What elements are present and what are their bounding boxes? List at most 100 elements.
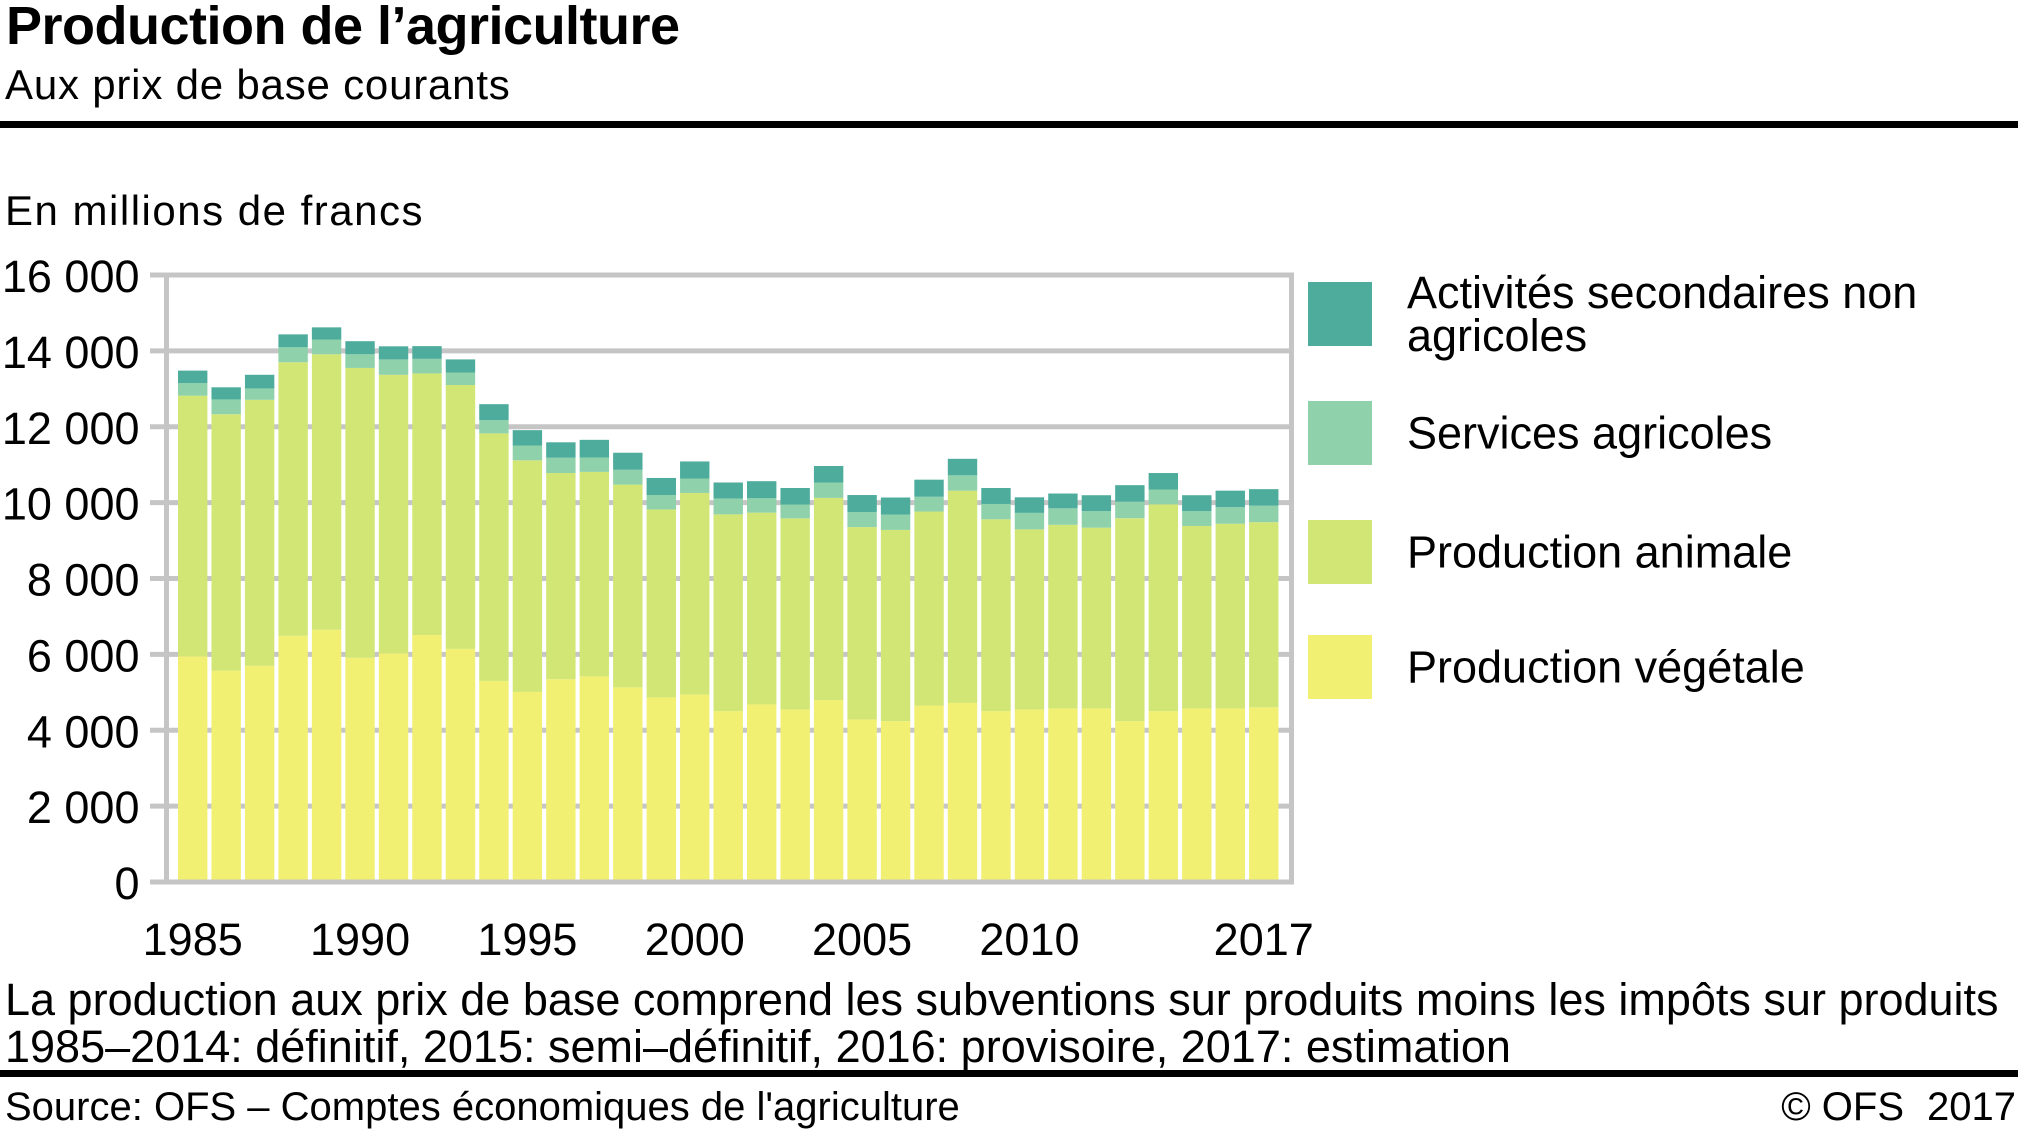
y-tick-label-4000: 4 000 — [27, 706, 140, 757]
bar-segment-1999-3 — [646, 495, 676, 510]
bar-segment-1996-1 — [546, 679, 576, 882]
bar-segment-2016-4 — [1215, 490, 1245, 508]
y-tick-label-6000: 6 000 — [27, 630, 140, 681]
bar-segment-2013-1 — [1115, 721, 1145, 882]
bar-segment-1990-4 — [345, 341, 375, 355]
bar-segment-2007-1 — [914, 705, 944, 882]
bar-segment-1989-4 — [311, 327, 342, 340]
bar-segment-2002-1 — [746, 704, 777, 882]
bar-segment-2016-1 — [1215, 708, 1245, 882]
bar-segment-1997-2 — [579, 471, 610, 677]
bar-segment-2011-3 — [1048, 508, 1078, 525]
bar-segment-1998-4 — [613, 452, 643, 470]
bar-segment-2001-1 — [713, 711, 743, 882]
copyright-year: 2017 — [1927, 1085, 2016, 1129]
bar-segment-1994-1 — [479, 680, 509, 882]
bar-segment-2003-1 — [780, 709, 810, 882]
bar-segment-2007-2 — [914, 511, 944, 706]
bar-segment-2005-2 — [847, 527, 877, 720]
bar-segment-1987-3 — [244, 388, 275, 400]
bar-segment-1990-3 — [345, 354, 375, 368]
bar-segment-1989-2 — [311, 354, 342, 630]
bar-segment-1989-3 — [311, 339, 342, 355]
bar-segment-2008-1 — [947, 702, 978, 882]
bar-segment-2014-4 — [1148, 473, 1179, 490]
bar-segment-1998-2 — [613, 484, 643, 688]
bar-segment-1991-1 — [378, 653, 409, 882]
y-tick-label-0: 0 — [114, 858, 139, 909]
bar-segment-2006-2 — [880, 529, 911, 722]
bar-segment-2013-3 — [1115, 501, 1145, 519]
bar-segment-1996-2 — [546, 473, 576, 680]
bar-segment-1988-3 — [278, 347, 308, 363]
bar-segment-2000-2 — [680, 492, 710, 695]
bar-segment-2014-3 — [1148, 489, 1179, 505]
bar-segment-1986-1 — [211, 670, 241, 882]
bar-segment-2009-2 — [981, 519, 1011, 712]
bar-segment-1993-3 — [445, 372, 476, 386]
bar-segment-1991-3 — [378, 359, 409, 375]
bar-segment-1992-3 — [412, 358, 442, 374]
bar-segment-2002-2 — [746, 512, 777, 705]
bar-segment-1993-1 — [445, 648, 476, 882]
bar-segment-2005-1 — [847, 719, 877, 882]
bar-segment-1990-2 — [345, 367, 375, 658]
bar-segment-1991-2 — [378, 374, 409, 654]
x-tick-label-1990: 1990 — [310, 914, 410, 965]
bar-segment-1996-3 — [546, 457, 576, 474]
bar-segment-2005-3 — [847, 512, 877, 528]
bar-segment-2017-1 — [1249, 707, 1279, 882]
bar-segment-2012-2 — [1081, 527, 1112, 709]
bar-segment-2000-1 — [680, 694, 710, 882]
bar-segment-2011-1 — [1048, 708, 1078, 882]
bar-segment-2004-4 — [813, 466, 844, 483]
bar-segment-2013-2 — [1115, 518, 1145, 722]
bar-segment-1993-4 — [445, 359, 476, 373]
bar-segment-2004-2 — [813, 497, 844, 701]
x-tick-label-2010: 2010 — [979, 914, 1079, 965]
bar-segment-1991-4 — [378, 346, 409, 360]
bar-segment-2010-4 — [1014, 497, 1045, 513]
footer-rule — [0, 1070, 2018, 1077]
x-tick-label-1995: 1995 — [477, 914, 577, 965]
bar-segment-1987-4 — [244, 374, 275, 389]
bar-segment-2016-2 — [1215, 523, 1245, 709]
header-rule — [0, 121, 2018, 128]
y-tick-label-16000: 16 000 — [2, 251, 140, 302]
bar-segment-1995-4 — [512, 430, 543, 446]
x-tick-label-2017: 2017 — [1214, 914, 1314, 965]
bar-segment-1987-1 — [244, 665, 275, 882]
chart-subtitle: Aux prix de base courants — [5, 61, 511, 108]
bar-segment-1994-4 — [479, 404, 509, 421]
bar-segment-2001-4 — [713, 482, 743, 499]
bar-segment-1998-3 — [613, 469, 643, 485]
bar-segment-2011-2 — [1048, 524, 1078, 709]
bar-segment-1988-2 — [278, 362, 308, 636]
bar-segment-2005-4 — [847, 495, 877, 513]
bar-segment-1993-2 — [445, 385, 476, 649]
bar-segment-2016-3 — [1215, 507, 1245, 524]
bar-segment-1990-1 — [345, 657, 375, 882]
bar-segment-1992-1 — [412, 635, 442, 882]
bar-segment-2015-1 — [1182, 708, 1212, 882]
bar-segment-1997-4 — [579, 439, 610, 458]
bar-segment-2006-4 — [880, 497, 911, 515]
copyright: © OFS 2017 — [1781, 1087, 2016, 1127]
y-tick-label-8000: 8 000 — [27, 555, 140, 606]
bar-segment-2017-3 — [1249, 505, 1279, 523]
bar-segment-1999-2 — [646, 509, 676, 698]
bar-segment-1995-2 — [512, 460, 543, 692]
bar-segment-1999-4 — [646, 477, 676, 496]
bar-segment-1986-4 — [211, 387, 241, 400]
bar-segment-1985-4 — [178, 370, 208, 384]
bar-segment-1985-3 — [178, 383, 208, 396]
bar-segment-1999-1 — [646, 697, 676, 882]
bar-segment-2006-1 — [880, 721, 911, 882]
bar-segment-2008-4 — [947, 458, 978, 476]
x-tick-label-2005: 2005 — [812, 914, 912, 965]
bar-segment-2002-4 — [746, 481, 777, 499]
bar-segment-2012-3 — [1081, 511, 1112, 528]
bar-segment-2007-3 — [914, 496, 944, 512]
